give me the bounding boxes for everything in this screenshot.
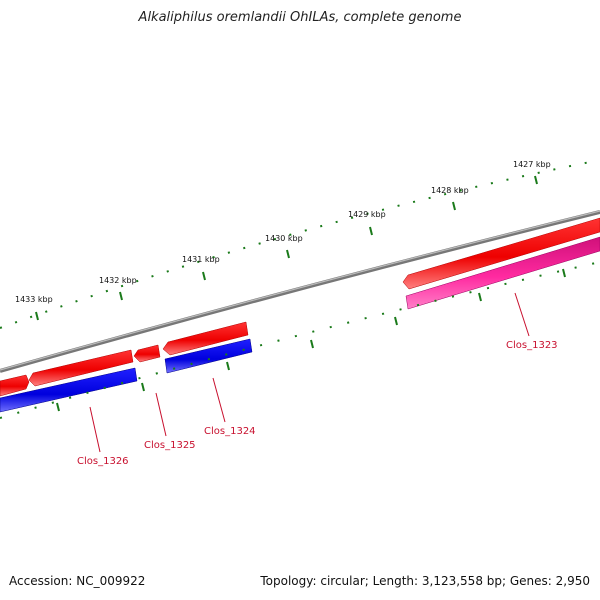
outer-major-ticks bbox=[35, 175, 538, 321]
major-tick-1429 bbox=[369, 226, 373, 236]
map-title: Alkaliphilus oremlandii OhILAs, complete… bbox=[138, 10, 462, 25]
inner-major-tick-5 bbox=[394, 316, 398, 326]
leader-line-clos-1325 bbox=[155, 392, 167, 437]
reverse-strand-genes bbox=[0, 236, 600, 413]
genome-backbone-highlight bbox=[0, 210, 600, 371]
major-tick-1430 bbox=[286, 249, 290, 259]
inner-major-tick-7 bbox=[562, 268, 566, 278]
gene-label-clos-1324: Clos_1324 bbox=[204, 426, 256, 437]
genome-backbone bbox=[0, 210, 600, 373]
kbp-label-1430: 1430 kbp bbox=[265, 234, 303, 243]
gene-label-clos-1323: Clos_1323 bbox=[506, 340, 558, 351]
kbp-label-1431: 1431 kbp bbox=[182, 255, 220, 264]
outer-tick-ruler bbox=[0, 159, 600, 329]
gene-cds-clos-1323-reverse bbox=[405, 236, 600, 310]
kbp-labels: 1427 kbp 1428 kbp 1429 kbp 1430 kbp 1431… bbox=[15, 160, 551, 304]
gene-labels: Clos_1323 Clos_1324 Clos_1325 Clos_1326 bbox=[77, 340, 558, 467]
kbp-label-1429: 1429 kbp bbox=[348, 210, 386, 219]
kbp-label-1432: 1432 kbp bbox=[99, 276, 137, 285]
major-tick-1433 bbox=[35, 311, 39, 321]
genome-stats: Topology: circular; Length: 3,123,558 bp… bbox=[260, 574, 590, 588]
gene-cds-clos-1324-reverse bbox=[164, 338, 253, 374]
inner-major-tick-6 bbox=[478, 292, 482, 302]
kbp-label-1427: 1427 kbp bbox=[513, 160, 551, 169]
major-tick-1427 bbox=[534, 175, 538, 185]
gene-label-clos-1326: Clos_1326 bbox=[77, 456, 129, 467]
inner-major-tick-3 bbox=[226, 361, 230, 371]
outer-minor-ticks bbox=[0, 159, 600, 329]
gene-cds-clos-1324-forward bbox=[162, 321, 249, 356]
major-tick-1428 bbox=[452, 201, 456, 211]
inner-major-tick-2 bbox=[141, 382, 145, 392]
gene-label-clos-1325: Clos_1325 bbox=[144, 440, 196, 451]
kbp-label-1428: 1428 kbp bbox=[431, 186, 469, 195]
inner-major-ticks bbox=[56, 268, 566, 412]
gene-cds-left-edge-forward bbox=[0, 374, 30, 397]
accession-info: Accession: NC_009922 bbox=[9, 574, 146, 588]
inner-major-tick-4 bbox=[310, 339, 314, 349]
gene-cds-clos-1326-reverse bbox=[0, 367, 138, 413]
gene-cds-clos-1323-forward bbox=[402, 217, 600, 290]
gene-cds-clos-1325-forward bbox=[133, 344, 161, 363]
major-tick-1432 bbox=[119, 291, 123, 301]
label-leader-lines bbox=[89, 292, 530, 453]
forward-strand-genes bbox=[0, 217, 600, 397]
gene-cds-clos-1326-forward bbox=[28, 349, 134, 387]
leader-line-clos-1324 bbox=[212, 377, 226, 423]
kbp-label-1433: 1433 kbp bbox=[15, 295, 53, 304]
leader-line-clos-1323 bbox=[514, 292, 530, 337]
major-tick-1431 bbox=[202, 271, 206, 281]
leader-line-clos-1326 bbox=[89, 406, 101, 453]
inner-major-tick-1 bbox=[56, 402, 60, 412]
